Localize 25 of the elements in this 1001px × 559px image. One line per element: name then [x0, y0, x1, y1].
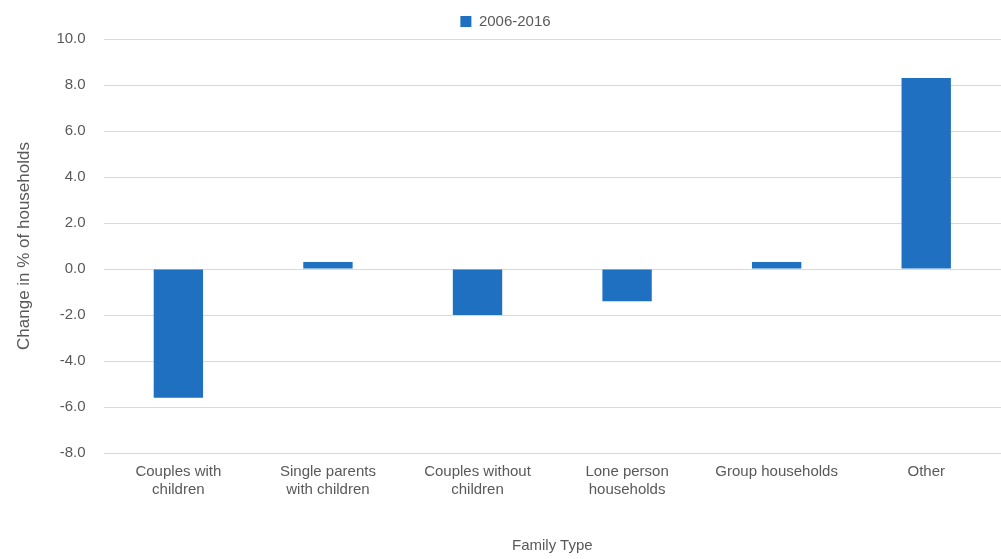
bar — [153, 269, 204, 398]
bar — [751, 262, 802, 269]
y-tick-label: -6.0 — [59, 397, 86, 415]
x-tick-label: Other — [907, 462, 945, 480]
y-tick-label: -2.0 — [59, 305, 86, 323]
y-tick-label: -8.0 — [59, 443, 86, 461]
x-tick-label: Group households — [715, 462, 838, 480]
x-tick-label: Couples with children — [135, 462, 222, 498]
bar — [602, 269, 652, 302]
y-axis-title: Change in % of households — [13, 142, 33, 350]
x-tick-label: Single parents with children — [279, 462, 376, 498]
y-tick-label: 0.0 — [64, 259, 86, 277]
legend-label: 2006-2016 — [478, 11, 551, 29]
y-tick-label: 10.0 — [56, 29, 86, 47]
x-tick-label: Lone person households — [585, 462, 669, 498]
bar — [303, 262, 353, 269]
bar — [901, 78, 951, 269]
x-axis-title: Family Type — [512, 536, 593, 554]
y-tick-label: -4.0 — [59, 351, 86, 369]
bar — [452, 269, 503, 315]
y-tick-label: 6.0 — [64, 121, 86, 139]
y-tick-label: 8.0 — [64, 75, 86, 93]
y-tick-label: 4.0 — [64, 167, 86, 185]
x-tick-label: Couples without children — [424, 462, 532, 498]
y-tick-label: 2.0 — [64, 213, 86, 231]
